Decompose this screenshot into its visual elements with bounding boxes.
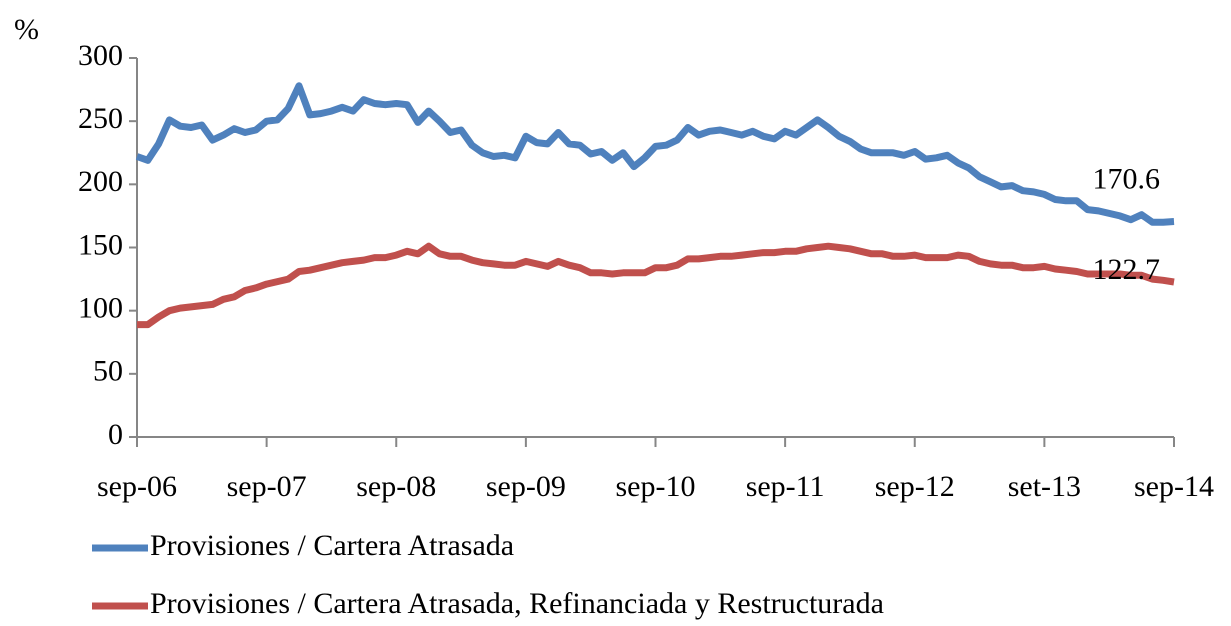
- y-tick-label: 250: [78, 102, 123, 135]
- x-tick-label: sep-11: [746, 470, 825, 503]
- x-tick-label: sep-12: [875, 470, 955, 503]
- x-tick-label: sep-08: [356, 470, 436, 503]
- x-tick-label: sep-14: [1134, 470, 1214, 503]
- legend-label: Provisiones / Cartera Atrasada: [150, 529, 514, 562]
- x-tick-label: sep-06: [97, 470, 177, 503]
- data-label: 170.6: [1093, 162, 1161, 195]
- data-label: 122.7: [1093, 253, 1161, 286]
- y-tick-label: 50: [93, 355, 123, 388]
- x-tick-label: sep-09: [486, 470, 566, 503]
- legend-label: Provisiones / Cartera Atrasada, Refinanc…: [150, 587, 884, 620]
- y-axis-label: %: [14, 13, 39, 46]
- x-tick-label: sep-07: [227, 470, 307, 503]
- y-tick-label: 200: [78, 165, 123, 198]
- y-tick-label: 100: [78, 292, 123, 325]
- x-tick-label: sep-10: [616, 470, 696, 503]
- x-tick-label: set-13: [1008, 470, 1081, 503]
- y-tick-label: 150: [78, 228, 123, 261]
- line-series: [135, 82, 1175, 226]
- y-tick-label: 300: [78, 39, 123, 72]
- line-series: [137, 242, 1175, 329]
- y-tick-label: 0: [108, 418, 123, 451]
